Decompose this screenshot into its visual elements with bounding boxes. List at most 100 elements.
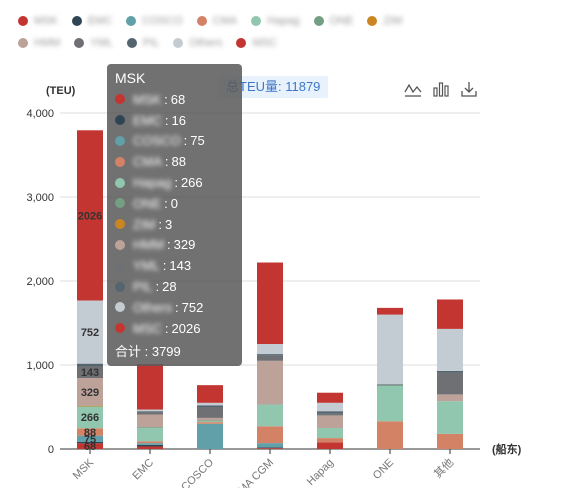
y-tick-label: 4,000 xyxy=(26,108,54,120)
tooltip-row: COSCO:75 xyxy=(115,131,242,152)
line-chart-icon[interactable] xyxy=(404,80,422,98)
bar-segment xyxy=(137,441,163,444)
tooltip-total: 合计 : 3799 xyxy=(115,343,181,359)
legend-item[interactable]: MSC xyxy=(236,37,277,49)
tooltip-dot-icon xyxy=(115,302,125,313)
legend-item[interactable]: PIL xyxy=(126,37,159,49)
bar-segment xyxy=(77,441,103,444)
legend-dot-icon xyxy=(18,16,28,26)
tooltip-separator: : xyxy=(164,112,169,128)
bar-segment xyxy=(317,411,343,414)
bar-segment xyxy=(437,401,463,434)
total-teu-badge: 总TEU量: 11879 xyxy=(218,76,329,98)
tooltip-dot-icon xyxy=(115,281,125,292)
bar-segment xyxy=(257,404,283,427)
x-tick-label: EMC xyxy=(130,457,156,483)
bar-segment xyxy=(77,443,103,449)
bar-segment xyxy=(257,354,283,356)
tooltip-rows: MSK:68 EMC:16 COSCO:75 CMA:88 Hapag:266 ONE:0… xyxy=(115,89,242,339)
tooltip-series-name: Others xyxy=(133,299,173,315)
bar-segment xyxy=(257,447,283,449)
legend-item[interactable]: CMA xyxy=(196,15,237,27)
bar-segment xyxy=(377,421,403,449)
legend-item[interactable]: COSCO xyxy=(126,15,183,27)
bar-segment xyxy=(197,417,223,421)
tooltip-separator: : xyxy=(164,154,169,170)
tooltip-separator: : xyxy=(155,279,160,295)
bar-segment xyxy=(317,392,343,403)
tooltip-dot-icon xyxy=(115,115,125,126)
bar-segment xyxy=(197,423,223,449)
y-tick-label: 3,000 xyxy=(26,192,54,204)
bar-segment xyxy=(77,300,103,364)
tooltip-series-name: YML xyxy=(133,258,160,274)
x-tick-label: 其他 xyxy=(431,456,456,481)
tooltip-separator: : xyxy=(183,133,188,149)
tooltip-row: EMC:16 xyxy=(115,110,242,131)
tooltip-row: MSC:2026 xyxy=(115,318,242,339)
legend-dot-icon xyxy=(236,38,247,48)
bar-segment xyxy=(437,370,463,373)
legend-item[interactable]: Hapag xyxy=(251,15,300,27)
bar-segment xyxy=(257,426,283,444)
legend-item[interactable]: ZIM xyxy=(367,15,402,27)
legend-label: Others xyxy=(189,37,223,49)
data-label: 329 xyxy=(81,387,99,399)
legend-item[interactable]: Others xyxy=(173,37,222,49)
bar-segment xyxy=(137,411,163,413)
tooltip-row: ONE:0 xyxy=(115,193,242,214)
legend-item[interactable]: HMM xyxy=(18,37,60,49)
tooltip-value: 329 xyxy=(173,237,196,253)
bar-chart-icon[interactable] xyxy=(432,80,450,98)
download-icon[interactable] xyxy=(460,80,478,98)
bar-segment xyxy=(77,435,103,442)
bar-segment xyxy=(257,443,283,448)
tooltip-value: 75 xyxy=(190,133,205,149)
bar-segment xyxy=(77,378,103,406)
legend-dot-icon xyxy=(173,38,184,48)
tooltip-dot-icon xyxy=(115,94,125,105)
bar-segment xyxy=(317,415,343,428)
bar-segment xyxy=(137,444,163,447)
bar-segment xyxy=(77,366,103,379)
legend-row: HMM YML PIL Others MSC xyxy=(18,32,558,54)
tooltip-separator: : xyxy=(158,216,163,232)
legend-dot-icon xyxy=(367,16,378,26)
bar-segment xyxy=(197,420,223,422)
tooltip-row: Others:752 xyxy=(115,297,242,318)
legend-label: ZIM xyxy=(383,15,403,27)
tooltip-value: 143 xyxy=(169,258,192,274)
bar-segment xyxy=(77,405,103,429)
tooltip-value: 266 xyxy=(180,175,203,191)
y-tick-label: 0 xyxy=(48,444,54,456)
legend-dot-icon xyxy=(126,16,137,26)
tooltip-separator: : xyxy=(164,320,169,336)
tooltip-separator: : xyxy=(162,258,167,274)
legend-item[interactable]: MSK xyxy=(18,15,58,27)
tooltip-series-name: ONE xyxy=(133,195,162,211)
legend-dot-icon xyxy=(126,38,137,48)
data-label: 88 xyxy=(84,427,96,439)
tooltip-value: 16 xyxy=(171,112,186,128)
x-tick-label: ONE xyxy=(371,457,396,482)
tooltip-row: ZIM:3 xyxy=(115,214,242,235)
data-label: 266 xyxy=(81,412,99,424)
legend-item[interactable]: YML xyxy=(74,37,113,49)
x-axis-label: (船东) xyxy=(492,442,522,456)
legend-dot-icon xyxy=(18,38,28,48)
y-axis-label: (TEU) xyxy=(46,85,76,97)
bar-segment xyxy=(197,385,223,403)
legend-row: MSK EMC COSCO CMA Hapag ONE ZIM xyxy=(18,10,558,32)
tooltip-series-name: ZIM xyxy=(133,216,156,232)
bar-segment xyxy=(257,355,283,361)
legend-item[interactable]: EMC xyxy=(71,15,112,27)
legend-item[interactable]: ONE xyxy=(313,15,353,27)
tooltip-series-name: CMA xyxy=(133,154,162,170)
bar-segment xyxy=(257,360,283,405)
legend-dot-icon xyxy=(74,38,85,48)
tooltip-dot-icon xyxy=(115,219,125,230)
legend-dot-icon xyxy=(71,16,82,26)
bar-segment xyxy=(437,394,463,402)
bar-segment xyxy=(137,409,163,412)
